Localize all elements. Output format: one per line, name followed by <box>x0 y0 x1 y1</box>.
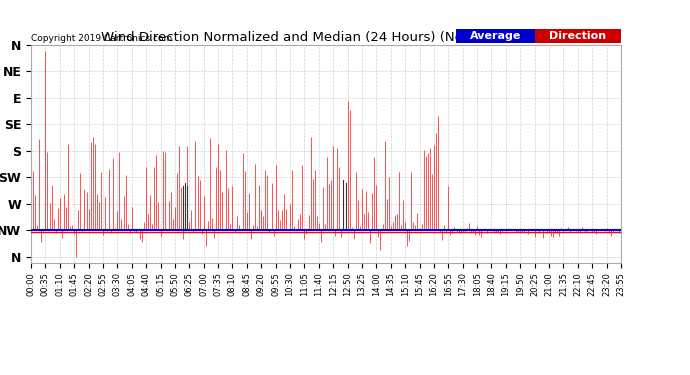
FancyBboxPatch shape <box>456 29 535 43</box>
FancyBboxPatch shape <box>535 29 621 43</box>
Text: Copyright 2019 Cartronics.com: Copyright 2019 Cartronics.com <box>31 34 172 43</box>
Text: Direction: Direction <box>549 31 607 40</box>
Text: Average: Average <box>471 31 522 40</box>
Title: Wind Direction Normalized and Median (24 Hours) (New) 20190923: Wind Direction Normalized and Median (24… <box>101 31 551 44</box>
